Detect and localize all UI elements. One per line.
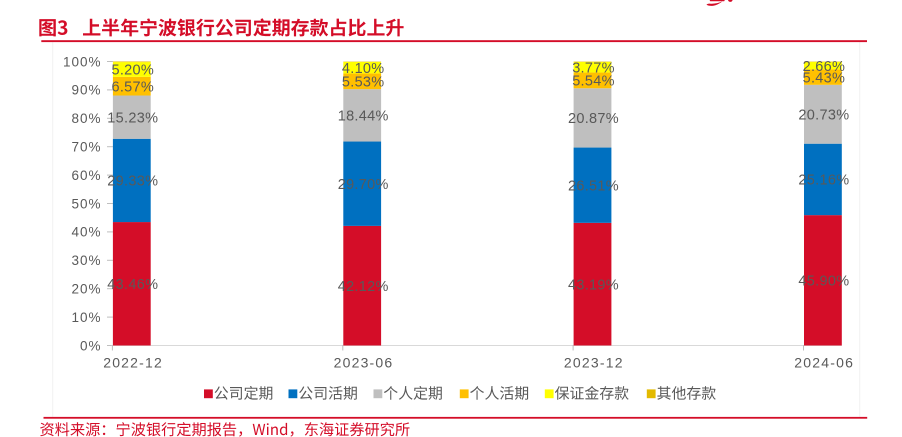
svg-text:4.10%: 4.10% bbox=[342, 61, 385, 77]
svg-text:45.90%: 45.90% bbox=[798, 274, 849, 290]
svg-text:2024-06: 2024-06 bbox=[794, 354, 854, 370]
svg-text:100%: 100% bbox=[63, 54, 102, 69]
svg-text:5.43%: 5.43% bbox=[803, 70, 846, 86]
svg-text:43.19%: 43.19% bbox=[568, 277, 619, 293]
svg-text:3.77%: 3.77% bbox=[572, 60, 615, 76]
svg-text:6.57%: 6.57% bbox=[111, 79, 154, 95]
svg-text:42.12%: 42.12% bbox=[338, 279, 389, 295]
svg-text:43.46%: 43.46% bbox=[107, 277, 158, 293]
svg-text:29.33%: 29.33% bbox=[107, 174, 158, 190]
svg-text:25.16%: 25.16% bbox=[798, 173, 849, 189]
svg-text:2.66%: 2.66% bbox=[803, 59, 846, 75]
svg-text:90%: 90% bbox=[71, 83, 101, 98]
svg-text:10%: 10% bbox=[71, 310, 101, 325]
svg-text:70%: 70% bbox=[71, 140, 101, 155]
svg-text:2023-06: 2023-06 bbox=[334, 354, 394, 370]
svg-text:20.73%: 20.73% bbox=[798, 108, 849, 124]
svg-text:50%: 50% bbox=[71, 196, 101, 211]
svg-text:29.70%: 29.70% bbox=[338, 177, 389, 193]
svg-text:30%: 30% bbox=[71, 253, 101, 268]
svg-text:18.44%: 18.44% bbox=[338, 109, 389, 125]
svg-text:5.53%: 5.53% bbox=[342, 75, 385, 91]
svg-text:2023-12: 2023-12 bbox=[564, 354, 624, 370]
svg-text:26.51%: 26.51% bbox=[568, 178, 619, 194]
svg-text:5.20%: 5.20% bbox=[111, 63, 154, 79]
svg-text:5.54%: 5.54% bbox=[572, 74, 615, 90]
svg-text:20%: 20% bbox=[71, 282, 101, 297]
svg-text:80%: 80% bbox=[71, 111, 101, 126]
svg-text:2022-12: 2022-12 bbox=[103, 354, 163, 370]
svg-text:0%: 0% bbox=[80, 338, 102, 353]
svg-text:15.23%: 15.23% bbox=[107, 110, 158, 126]
svg-text:60%: 60% bbox=[71, 168, 101, 183]
svg-text:20.87%: 20.87% bbox=[568, 111, 619, 127]
svg-text:40%: 40% bbox=[71, 225, 101, 240]
